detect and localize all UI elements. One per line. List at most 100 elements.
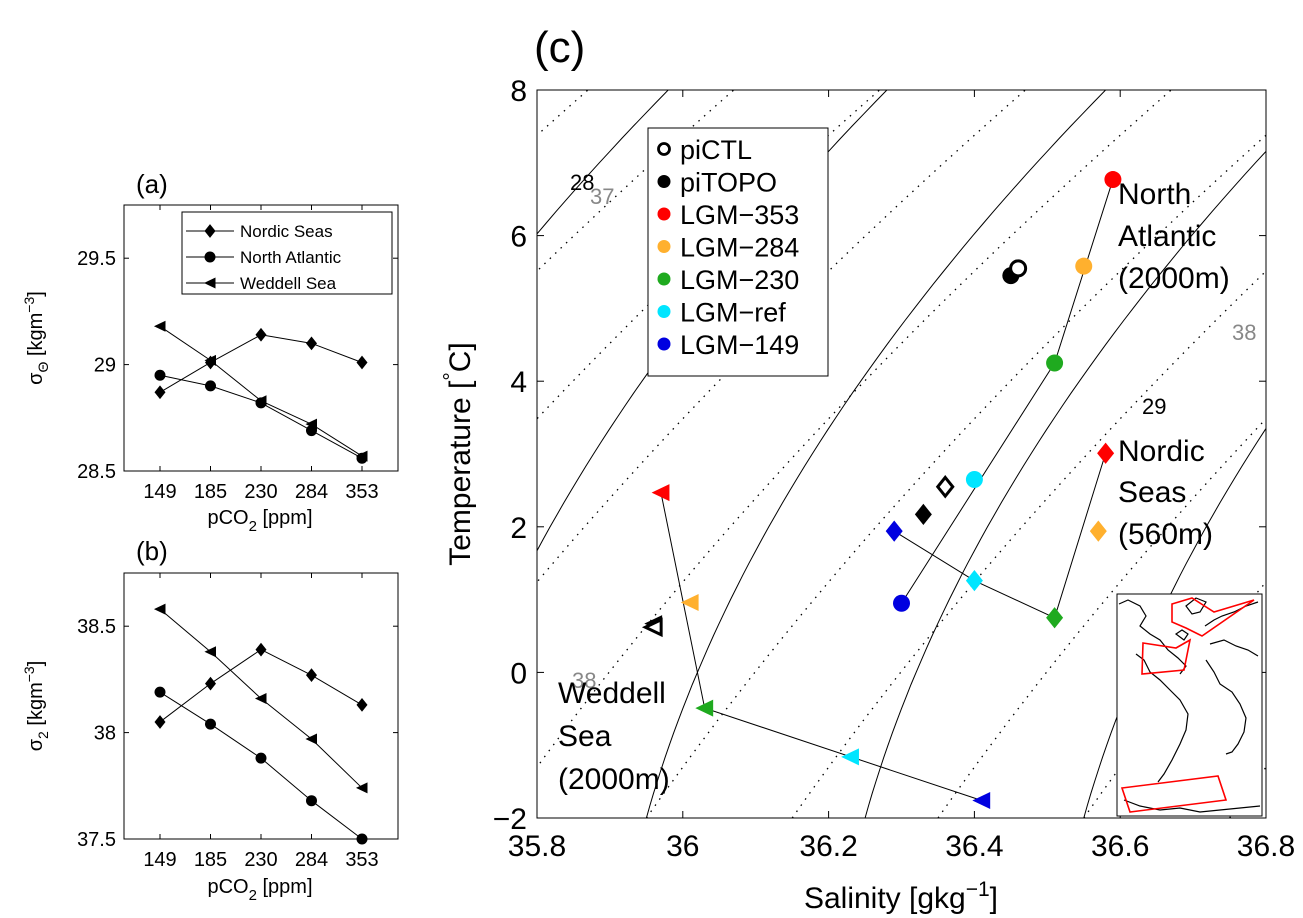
sigma2-contour	[791, 270, 1266, 818]
legend-marker-piTOPO	[657, 175, 671, 188]
y-tick-label: 2	[510, 512, 527, 545]
point-LGM-ref	[841, 748, 859, 766]
x-tick-label: 36.8	[1237, 830, 1295, 863]
series-point	[154, 385, 166, 400]
legend-label: Nordic Seas	[240, 222, 333, 241]
sigma2-contour	[537, 90, 1026, 584]
point-LGM-149	[972, 792, 991, 810]
x-tick-label: 149	[143, 849, 176, 871]
x-tick-label: 353	[345, 481, 378, 503]
panel-a-series	[153, 320, 368, 464]
panel-b-series	[153, 603, 368, 845]
sigma2-contour	[537, 90, 589, 137]
series-point	[306, 668, 317, 683]
region-label-nordic-seas: Nordic Seas (560m)	[1118, 435, 1213, 551]
x-tick-label: 284	[295, 481, 328, 503]
point-LGM-149	[893, 594, 910, 612]
point-piCTL	[1009, 259, 1028, 278]
legend-marker-LGM-353	[657, 207, 671, 221]
coast-antarctica	[1123, 799, 1261, 813]
point-LGM-353	[651, 484, 670, 502]
x-tick-label: 36.2	[799, 830, 857, 863]
series-point	[254, 395, 267, 407]
x-tick-label: 230	[244, 849, 277, 871]
panel-a-ticks: 149 185 230 284 353 28.5 29 29.5	[77, 205, 398, 503]
coast-north-america	[1118, 599, 1187, 675]
panel-b-ylabel: σ2 [kgm−3]	[21, 661, 51, 752]
sigma2-contour	[537, 90, 1172, 769]
panel-a: (a) 149 185 230 284 353 28.5 29 29.5 Nordic Sea…	[21, 169, 399, 535]
point-piCTL	[935, 474, 955, 499]
coast-iceland	[1174, 629, 1189, 641]
point-LGM-ref	[965, 470, 983, 488]
region-ns-line1: Nordic	[1118, 435, 1205, 468]
panel-b-xlabel: pCO2 [ppm]	[207, 876, 312, 904]
series-point	[255, 642, 267, 657]
region-box-nordic	[1171, 597, 1255, 637]
point-LGM-284	[680, 594, 699, 612]
sigma0-contour	[537, 90, 669, 235]
legend-marker-LGM-230	[657, 272, 671, 286]
y-tick-label: 38	[94, 723, 116, 745]
legend-marker	[204, 251, 216, 263]
y-tick-label: 28.5	[77, 461, 116, 483]
sigma2-contour	[0, 90, 442, 818]
region-box-north-atlantic	[1141, 638, 1192, 675]
panel-b-ticks: 149 185 230 284 353 37.5 38 38.5	[77, 573, 398, 871]
panel-c-frame	[536, 89, 1267, 819]
point-piCTL	[641, 617, 663, 638]
panel-a-legend-box	[181, 211, 393, 295]
y-tick-label: 8	[510, 75, 527, 108]
region-ws-line2: Sea	[558, 720, 612, 753]
y-tick-label: 37.5	[77, 829, 116, 851]
panel-c-label: (c)	[534, 23, 585, 72]
x-tick-label: 36	[666, 830, 699, 863]
contour-label-29: 29	[1142, 394, 1166, 419]
point-LGM-ref	[965, 570, 983, 592]
y-tick-label: 6	[510, 221, 527, 254]
region-label-weddell-sea: Weddell Sea (2000m)	[558, 677, 670, 796]
coast-south-america	[1135, 653, 1189, 783]
y-tick-label: 0	[510, 657, 527, 690]
panel-c-legend: piCTLpiTOPOLGM−353LGM−284LGM−230LGM−refL…	[647, 127, 829, 377]
panel-c-ticks: 35.8 36 36.2 36.4 36.6 36.8 −2 0 2 4 6 8	[493, 75, 1295, 863]
sigma2-contour	[537, 90, 735, 273]
region-ns-line2: Seas	[1118, 476, 1186, 509]
series-point	[154, 686, 166, 698]
series-point	[305, 733, 317, 745]
inset-map	[1116, 593, 1263, 817]
x-tick-label: 36.4	[945, 830, 1003, 863]
point-LGM-353	[1104, 171, 1122, 189]
contour-label-28: 28	[570, 170, 594, 195]
panel-c-xlabel: Salinity [gkg−1]	[804, 878, 998, 915]
x-tick-label: 185	[194, 481, 227, 503]
point-LGM-284	[1075, 257, 1093, 275]
y-tick-label: −2	[493, 803, 527, 836]
legend-label: Weddell Sea	[240, 274, 337, 293]
series-point	[355, 450, 368, 462]
point-LGM-230	[1046, 354, 1064, 372]
point-piTOPO	[914, 503, 932, 526]
legend-label: LGM−284	[680, 233, 799, 263]
series-line-nordic-seas	[159, 334, 363, 393]
point-LGM-230	[695, 699, 714, 717]
contour-label-37: 37	[590, 184, 614, 209]
region-ws-line1: Weddell	[558, 677, 666, 710]
region-label-north-atlantic: North Atlantic (2000m)	[1118, 178, 1230, 295]
y-tick-label: 38.5	[77, 616, 116, 638]
sigma0-contour	[645, 90, 1106, 818]
sigma0-contour	[0, 90, 450, 818]
legend-label: LGM−ref	[680, 298, 786, 328]
region-ns-line3: (560m)	[1118, 518, 1213, 551]
series-point	[204, 354, 216, 366]
series-point	[255, 752, 267, 764]
series-point	[306, 336, 317, 351]
sigma2-contour	[645, 134, 1266, 818]
legend-marker-LGM-284	[657, 240, 671, 253]
legend-label: piCTL	[680, 135, 752, 165]
region-path	[893, 453, 1107, 619]
series-point	[355, 782, 368, 794]
legend-marker	[204, 224, 216, 238]
y-tick-label: 4	[510, 366, 527, 399]
